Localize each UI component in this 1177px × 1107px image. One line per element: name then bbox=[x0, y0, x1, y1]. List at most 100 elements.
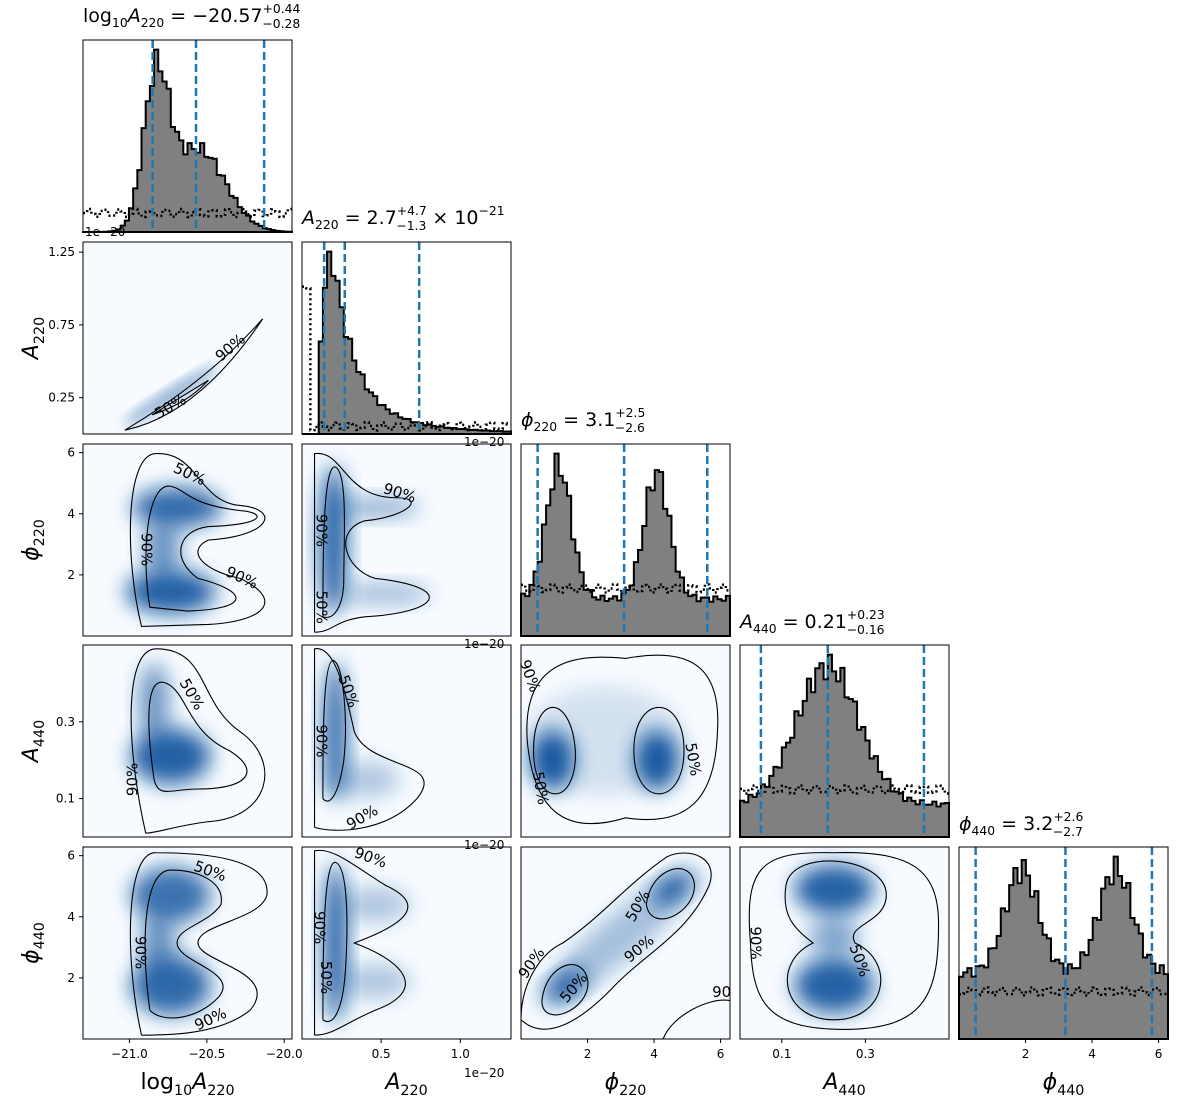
panel-title: ϕ440 = 3.2+2.6 −2.7 bbox=[959, 810, 1083, 839]
contour-90 bbox=[313, 453, 430, 633]
contour-90 bbox=[129, 852, 268, 1036]
y-tick-label: 2 bbox=[67, 971, 75, 985]
hist-panel-log10A220 bbox=[82, 39, 293, 233]
axis-offset-text: 1e−20 bbox=[464, 838, 504, 852]
x-tick-label: 4 bbox=[650, 1047, 658, 1061]
panel-frame bbox=[82, 644, 293, 838]
x-axis-label: log10A220 bbox=[140, 1070, 234, 1099]
density-blob bbox=[125, 569, 216, 614]
contour-50 bbox=[144, 869, 224, 1019]
panel-frame bbox=[958, 846, 1169, 1040]
x-tick-label: 0.5 bbox=[372, 1047, 391, 1061]
contour-50 bbox=[322, 659, 346, 802]
posterior-histogram bbox=[739, 653, 950, 838]
panel-frame bbox=[82, 443, 293, 637]
contour-50 bbox=[151, 379, 209, 416]
panel-title: A220 = 2.7+4.7 −1.3 × 10−21 bbox=[300, 204, 505, 233]
contour-90 bbox=[526, 654, 719, 825]
contour-50 bbox=[532, 707, 576, 795]
y-axis-label: ϕ440 bbox=[19, 922, 48, 964]
contour-label-90: 90% bbox=[746, 926, 764, 959]
density-blob bbox=[144, 519, 181, 580]
y-tick-label: 6 bbox=[67, 446, 75, 460]
density-blob bbox=[340, 886, 411, 923]
contour-50 bbox=[784, 860, 887, 1021]
panel-title: log10A220 = −20.57+0.44 −0.28 bbox=[83, 2, 301, 31]
contour-90 bbox=[662, 999, 730, 1039]
density-panel-log10A220-A220 bbox=[82, 241, 293, 435]
y-tick-label: 0.3 bbox=[56, 715, 75, 729]
x-axis-label: A440 bbox=[821, 1070, 865, 1099]
contour-50 bbox=[322, 466, 346, 618]
panel-frame bbox=[82, 39, 293, 233]
panel-frame bbox=[82, 241, 293, 435]
density-panel-A220-phi440 bbox=[301, 846, 512, 1040]
hist-panel-A220 bbox=[301, 241, 512, 435]
posterior-histogram bbox=[302, 250, 512, 435]
prior-histogram bbox=[959, 986, 1168, 997]
x-tick-label: 2 bbox=[584, 1047, 592, 1061]
panel-frame bbox=[520, 846, 731, 1040]
posterior-histogram bbox=[958, 855, 1169, 1040]
density-blob bbox=[329, 761, 400, 798]
contour-50 bbox=[148, 681, 248, 792]
prior-histogram bbox=[302, 285, 511, 432]
density-blob bbox=[794, 957, 875, 1014]
density-blob bbox=[809, 917, 860, 958]
panel-frame bbox=[82, 846, 293, 1040]
x-tick-label: 4 bbox=[1088, 1047, 1096, 1061]
density-blob bbox=[124, 366, 218, 426]
x-axis-label: ϕ220 bbox=[605, 1070, 647, 1099]
contour-50 bbox=[145, 485, 258, 612]
panel-title: ϕ220 = 3.1+2.5 −2.6 bbox=[521, 406, 645, 435]
panel-frame bbox=[739, 846, 950, 1040]
x-axis-label: ϕ440 bbox=[1043, 1070, 1085, 1099]
density-panel-A220-A440 bbox=[301, 644, 512, 838]
contour-90 bbox=[748, 852, 940, 1030]
density-blob bbox=[132, 487, 223, 528]
panel-frame bbox=[520, 644, 731, 838]
y-tick-label: 4 bbox=[67, 910, 75, 924]
density-blob bbox=[524, 686, 685, 796]
axis-offset-text: 1e−20 bbox=[85, 225, 125, 239]
panel-frame bbox=[301, 846, 512, 1040]
x-tick-label: 6 bbox=[717, 1047, 725, 1061]
hist-panel-phi220 bbox=[520, 443, 731, 637]
contour-label-90: 90% bbox=[138, 533, 156, 566]
density-panel-A220-phi220 bbox=[301, 443, 512, 637]
hist-panel-phi440 bbox=[958, 846, 1169, 1040]
x-tick-label: 6 bbox=[1155, 1047, 1163, 1061]
y-axis-label: A440 bbox=[19, 720, 48, 764]
y-tick-label: 0.1 bbox=[56, 792, 75, 806]
contour-50 bbox=[645, 868, 696, 920]
x-tick-label: 2 bbox=[1022, 1047, 1030, 1061]
density-panel-log10A220-A440 bbox=[82, 644, 293, 838]
density-blob bbox=[794, 864, 875, 915]
x-tick-label: −20.5 bbox=[188, 1047, 225, 1061]
y-tick-label: 6 bbox=[67, 849, 75, 863]
contour-label-90: 90% bbox=[313, 514, 331, 547]
density-blob bbox=[537, 867, 701, 1007]
axis-offset-text: 1e−20 bbox=[464, 435, 504, 449]
contour-label-90: 90% bbox=[123, 763, 141, 796]
contour-label-90: 90% bbox=[131, 936, 149, 969]
density-blob bbox=[330, 497, 421, 518]
y-tick-label: 2 bbox=[67, 568, 75, 582]
density-panel-A440-phi440 bbox=[739, 846, 950, 1040]
x-tick-label: 0.1 bbox=[772, 1047, 791, 1061]
contour-label-50: 50% bbox=[313, 591, 331, 624]
y-tick-label: 1.25 bbox=[48, 245, 75, 259]
panel-frame bbox=[520, 443, 731, 637]
posterior-histogram bbox=[520, 452, 731, 637]
contour-50 bbox=[541, 964, 589, 1016]
density-panel-log10A220-phi440 bbox=[82, 846, 293, 1040]
y-axis-label: A220 bbox=[19, 317, 48, 361]
contour-label-90-partial: 90 bbox=[712, 983, 731, 1001]
contour-50 bbox=[633, 707, 685, 795]
contour-label-50: 50% bbox=[681, 741, 705, 777]
contour-label-90: 90% bbox=[311, 911, 329, 944]
density-blob bbox=[130, 867, 211, 923]
contour-90 bbox=[313, 648, 425, 831]
density-panel-phi220-A440 bbox=[520, 644, 731, 838]
